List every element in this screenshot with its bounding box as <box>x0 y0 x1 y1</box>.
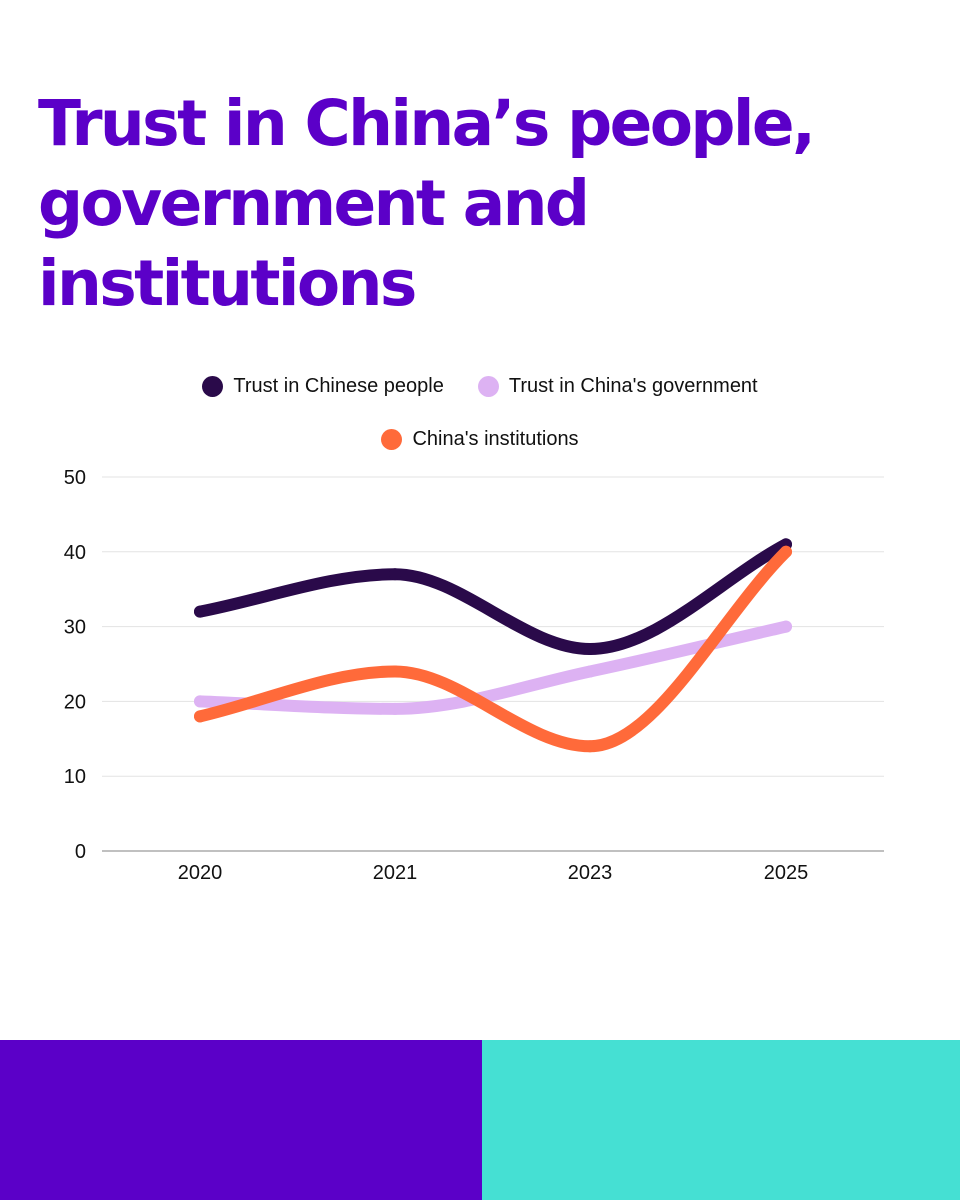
point-china-government-2021 <box>389 702 401 715</box>
x-tick-label-2021: 2021 <box>373 862 418 884</box>
legend-label-chinese-people: Trust in Chinese people <box>233 374 444 397</box>
series-line-chinese-people <box>194 538 792 656</box>
point-china-government-2020 <box>194 695 206 708</box>
footer-band-teal <box>482 1040 960 1200</box>
point-chinese-people-2021 <box>389 568 401 581</box>
point-china-institutions-2020 <box>194 710 206 723</box>
legend-item-china-institutions[interactable]: China's institutions <box>381 427 579 451</box>
x-tick-label-2020: 2020 <box>178 862 223 884</box>
legend-swatch-chinese-people <box>202 375 224 397</box>
x-tick-label-2025: 2025 <box>764 862 809 884</box>
x-tick-label-2023: 2023 <box>568 862 613 884</box>
point-china-institutions-2021 <box>389 665 401 678</box>
point-chinese-people-2020 <box>194 605 206 618</box>
y-tick-label-20: 20 <box>64 691 86 713</box>
y-tick-label-10: 10 <box>64 766 86 788</box>
legend-swatch-china-government <box>477 375 499 397</box>
y-tick-label-40: 40 <box>64 542 86 564</box>
legend-item-china-government[interactable]: Trust in China's government <box>477 374 758 398</box>
footer-band-purple <box>0 1040 482 1200</box>
y-tick-label-50: 50 <box>64 467 86 489</box>
line-chart: 0 10 20 30 40 50 2020 2021 2023 2025 <box>64 467 884 884</box>
legend-label-china-institutions: China's institutions <box>412 427 579 450</box>
legend-item-chinese-people[interactable]: Trust in Chinese people <box>202 375 444 398</box>
point-china-institutions-2023 <box>584 740 596 753</box>
point-china-government-2025 <box>780 620 792 633</box>
series-line-china-government <box>194 620 792 715</box>
legend-row-2: China's institutions <box>0 419 960 459</box>
point-china-institutions-2025 <box>780 545 792 558</box>
legend-row-1: Trust in Chinese people Trust in China's… <box>0 366 960 406</box>
chart-title: Trust in China’s people, government and … <box>38 87 816 320</box>
series-line-china-institutions <box>194 545 792 753</box>
point-chinese-people-2023 <box>584 643 596 656</box>
point-china-government-2023 <box>584 665 596 678</box>
y-tick-label-0: 0 <box>75 841 86 863</box>
legend-label-china-government: Trust in China's government <box>508 374 758 397</box>
y-tick-label-30: 30 <box>64 617 86 639</box>
legend-swatch-china-institutions <box>381 428 403 450</box>
chart-legend: Trust in Chinese people Trust in China's… <box>0 366 960 472</box>
